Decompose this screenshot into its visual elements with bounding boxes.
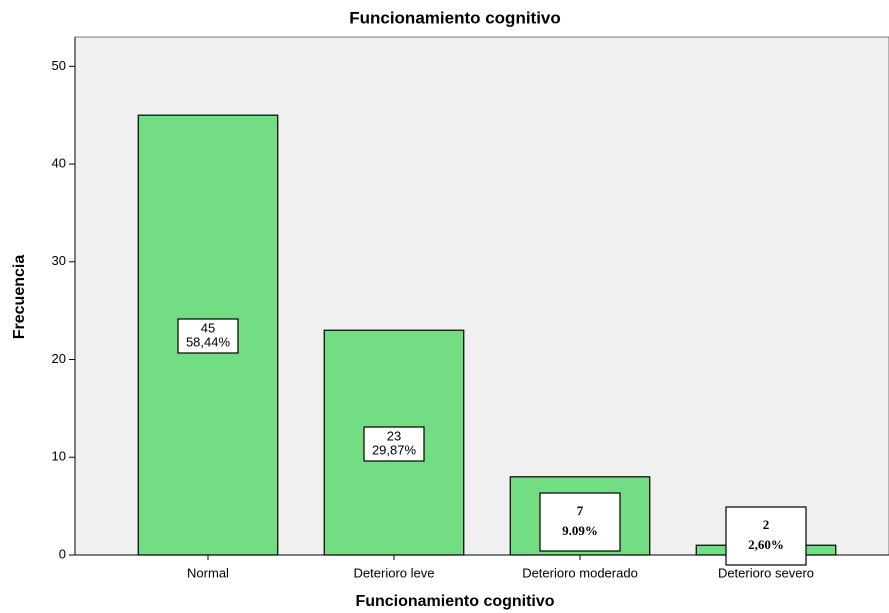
annotation-box [725,506,807,566]
y-tick-label: 10 [52,449,66,464]
x-axis-title: Funcionamiento cognitivo [355,593,554,610]
annotation-text: 23 [387,428,401,443]
chart-title: Funcionamiento cognitivo [349,8,561,27]
annotation-text: 29,87% [372,442,417,457]
annotation-text: 2,60% [748,537,784,552]
annotation-box [177,318,239,354]
y-tick-label: 20 [52,351,66,366]
x-tick-label: Normal [187,565,229,580]
x-tick-label: Deterioro moderado [522,565,638,580]
annotation-text: 45 [201,320,215,335]
annotation-text: 2 [763,517,770,532]
annotation-text: 58,44% [186,334,231,349]
y-tick-label: 30 [52,253,66,268]
y-tick-label: 0 [59,546,66,561]
x-tick-label: Deterioro leve [354,565,435,580]
annotation-box [539,492,621,552]
annotation-text: 9.09% [562,523,598,538]
y-tick-label: 40 [52,155,66,170]
y-axis-title: Frecuencia [11,255,28,340]
x-tick-label: Deterioro severo [718,565,814,580]
annotation-box [363,426,425,462]
y-tick-label: 50 [52,58,66,73]
annotation-text: 7 [577,503,584,518]
